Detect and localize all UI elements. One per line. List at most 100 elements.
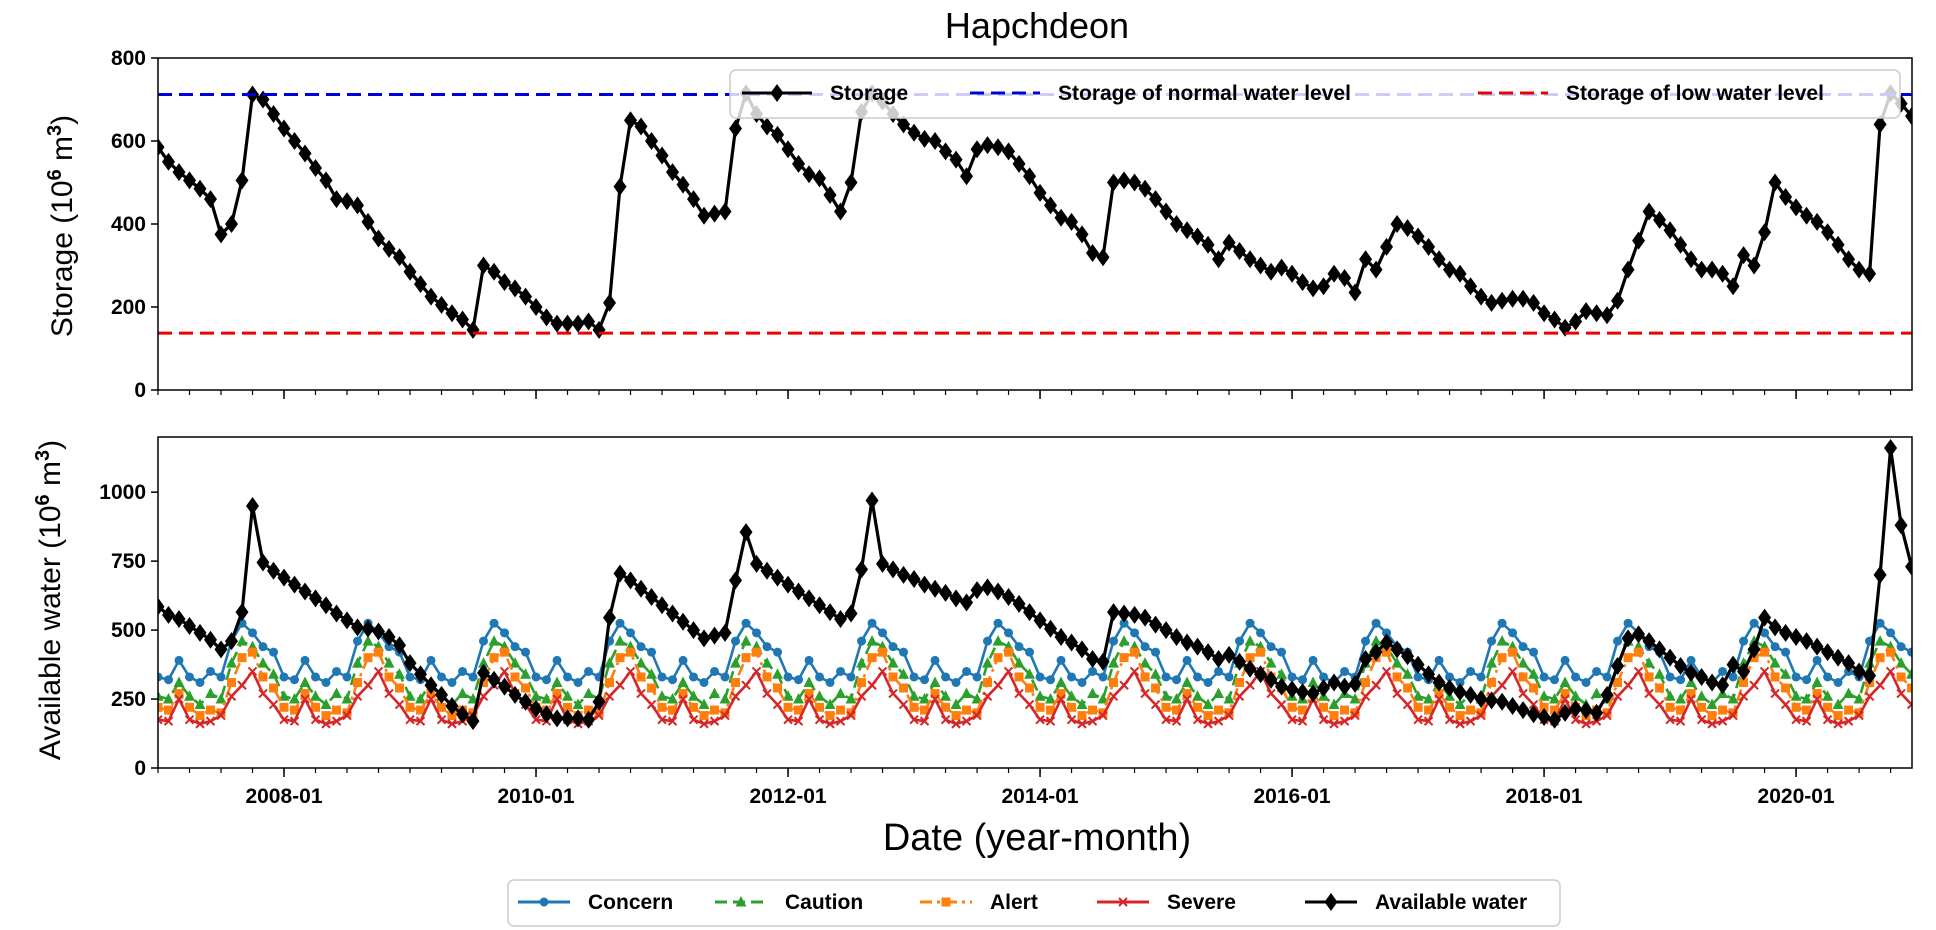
severe-point bbox=[247, 666, 258, 677]
legend-item-severe: Severe bbox=[1097, 891, 1236, 914]
concern-point bbox=[1833, 677, 1843, 687]
severe-point bbox=[720, 710, 730, 721]
concern-point bbox=[584, 666, 594, 676]
available-y-label-sup2: 3 bbox=[32, 450, 54, 461]
severe-point bbox=[1507, 666, 1518, 677]
storage-point bbox=[1443, 260, 1457, 279]
available-water-point bbox=[1327, 673, 1341, 692]
alert-point bbox=[899, 683, 909, 693]
alert-point bbox=[258, 672, 268, 682]
concern-point bbox=[1455, 677, 1465, 687]
concern-point bbox=[1035, 672, 1045, 682]
severe-point bbox=[1045, 716, 1056, 726]
storage-plot-area bbox=[158, 84, 1912, 339]
caution-point bbox=[1087, 687, 1099, 699]
available-water-point bbox=[309, 589, 323, 608]
available-water-point bbox=[697, 629, 711, 648]
alert-point bbox=[248, 647, 258, 657]
concern-point bbox=[951, 677, 961, 687]
storage-markers bbox=[158, 84, 1912, 339]
severe-point bbox=[678, 694, 688, 704]
alert-point bbox=[951, 711, 961, 721]
alert-point bbox=[1802, 705, 1812, 715]
storage-y-label-close: ) bbox=[46, 115, 79, 125]
alert-point bbox=[615, 653, 625, 663]
available-water-point bbox=[844, 604, 858, 623]
caution-point bbox=[225, 657, 237, 668]
alert-point bbox=[1046, 705, 1056, 715]
severe-point bbox=[1854, 710, 1864, 721]
available-water-point bbox=[1044, 619, 1058, 638]
caution-point bbox=[635, 657, 647, 668]
alert-point bbox=[1823, 702, 1833, 712]
storage-point bbox=[1380, 237, 1394, 256]
alert-point bbox=[668, 705, 678, 715]
alert-point bbox=[741, 653, 751, 663]
alert-point bbox=[1109, 677, 1119, 687]
severe-point bbox=[1224, 710, 1234, 721]
alert-point bbox=[1161, 702, 1171, 712]
caution-point bbox=[1780, 668, 1792, 679]
available-water-point bbox=[1569, 699, 1583, 718]
storage-point bbox=[183, 171, 197, 190]
alert-markers bbox=[158, 647, 1912, 721]
storage-point bbox=[1863, 264, 1877, 283]
storage-point bbox=[298, 144, 312, 163]
alert-point bbox=[1203, 711, 1213, 721]
storage-point bbox=[1726, 277, 1740, 296]
alert-point bbox=[1487, 677, 1497, 687]
available-water-point bbox=[855, 560, 869, 579]
concern-point bbox=[710, 666, 720, 676]
caution-point bbox=[719, 693, 731, 704]
severe-point bbox=[604, 691, 615, 701]
caution-point bbox=[709, 687, 721, 699]
storage-point bbox=[1012, 154, 1026, 173]
alert-point bbox=[1728, 708, 1738, 718]
caution-point bbox=[278, 690, 290, 701]
alert-point bbox=[1340, 705, 1350, 715]
available-water-point bbox=[1653, 640, 1667, 659]
severe-point bbox=[1759, 666, 1770, 677]
storage-point bbox=[897, 115, 911, 134]
concern-point bbox=[1140, 642, 1150, 652]
severe-point bbox=[1392, 688, 1402, 699]
available-water-point bbox=[1548, 710, 1562, 729]
concern-point bbox=[846, 672, 856, 682]
concern-point bbox=[248, 628, 258, 638]
available-y-tick-label: 750 bbox=[111, 550, 146, 573]
concern-point bbox=[1004, 628, 1014, 638]
caution-point bbox=[488, 635, 500, 646]
alert-point bbox=[1644, 672, 1654, 682]
alert-point bbox=[783, 702, 793, 712]
concern-point bbox=[521, 647, 531, 657]
concern-point bbox=[437, 672, 447, 682]
alert-point bbox=[521, 683, 531, 693]
available-water-point bbox=[1453, 683, 1467, 702]
legend-item-storage-of-low-water-level: Storage of low water level bbox=[1478, 82, 1824, 105]
storage-point bbox=[981, 136, 995, 155]
storage-point bbox=[1768, 173, 1782, 192]
severe-point bbox=[352, 691, 363, 701]
available-water-point bbox=[1768, 618, 1782, 637]
storage-point bbox=[1138, 179, 1152, 198]
caution-point bbox=[572, 698, 584, 710]
concern-point bbox=[941, 672, 951, 682]
storage-point bbox=[267, 105, 281, 124]
caution-point bbox=[1906, 668, 1912, 679]
alert-point bbox=[867, 653, 877, 663]
available-water-point bbox=[204, 630, 218, 649]
legend-label-storage-of-normal-water-level: Storage of normal water level bbox=[1058, 82, 1351, 105]
severe-point bbox=[363, 680, 373, 690]
caution-point bbox=[1223, 693, 1235, 704]
severe-point bbox=[258, 688, 268, 699]
available-water-point bbox=[1485, 691, 1499, 710]
alert-point bbox=[279, 702, 289, 712]
storage-point bbox=[1002, 142, 1016, 161]
concern-point bbox=[689, 672, 699, 682]
concern-point bbox=[1109, 636, 1119, 646]
severe-point bbox=[1108, 691, 1119, 701]
severe-point bbox=[1444, 715, 1455, 725]
concern-point bbox=[185, 672, 195, 682]
concern-point bbox=[1907, 647, 1912, 657]
alert-point bbox=[762, 672, 772, 682]
